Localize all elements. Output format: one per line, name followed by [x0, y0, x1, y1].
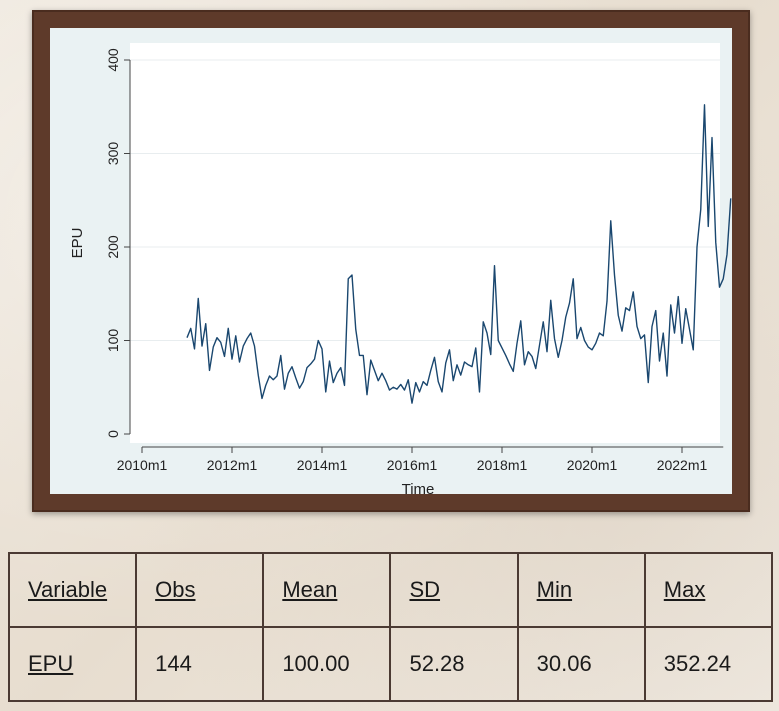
y-tick-label: 200 [105, 235, 121, 259]
cell-obs: 144 [135, 626, 265, 702]
plot-panel [130, 43, 720, 443]
cell-min: 30.06 [516, 626, 646, 702]
x-tick-label: 2016m1 [387, 457, 438, 473]
header-cell-mean: Mean [262, 552, 392, 628]
header-cell-max: Max [643, 552, 774, 628]
table-header-row: Variable Obs Mean SD Min Max [7, 552, 774, 628]
line-chart: 0 100 200 300 400 2010m1 2012m1 2014m1 2016m1 201… [69, 43, 732, 496]
picture-frame: 0 100 200 300 400 2010m1 2012m1 2014m1 2016m1 201… [32, 10, 750, 512]
summary-statistics-table: Variable Obs Mean SD Min Max EPU 144 100… [7, 552, 774, 702]
cell-sd: 52.28 [389, 626, 519, 702]
y-tick-label: 100 [105, 329, 121, 353]
header-cell-min: Min [516, 552, 646, 628]
chart-area: 0 100 200 300 400 2010m1 2012m1 2014m1 2016m1 201… [50, 28, 732, 496]
cell-max: 352.24 [643, 626, 774, 702]
x-tick-label: 2010m1 [117, 457, 168, 473]
gridlines [130, 59, 720, 341]
x-tick-label: 2014m1 [297, 457, 348, 473]
header-cell-variable: Variable [7, 552, 138, 628]
y-tick-label: 400 [105, 48, 121, 72]
series-line-epu [186, 104, 732, 404]
cell-mean: 100.00 [262, 626, 392, 702]
y-tick-label: 0 [105, 430, 121, 438]
axes: 0 100 200 300 400 2010m1 2012m1 2014m1 2016m1 201… [105, 48, 724, 473]
table-row: EPU 144 100.00 52.28 30.06 352.24 [7, 626, 774, 702]
cell-variable: EPU [7, 626, 138, 702]
y-tick-label: 300 [105, 142, 121, 166]
y-axis-label: EPU [69, 228, 86, 259]
x-tick-label: 2012m1 [207, 457, 258, 473]
x-tick-label: 2018m1 [477, 457, 528, 473]
header-cell-sd: SD [389, 552, 519, 628]
x-tick-label: 2020m1 [567, 457, 618, 473]
header-cell-obs: Obs [135, 552, 265, 628]
series-layer [186, 104, 732, 404]
x-axis-label: Time [402, 481, 435, 496]
x-tick-label: 2022m1 [657, 457, 708, 473]
